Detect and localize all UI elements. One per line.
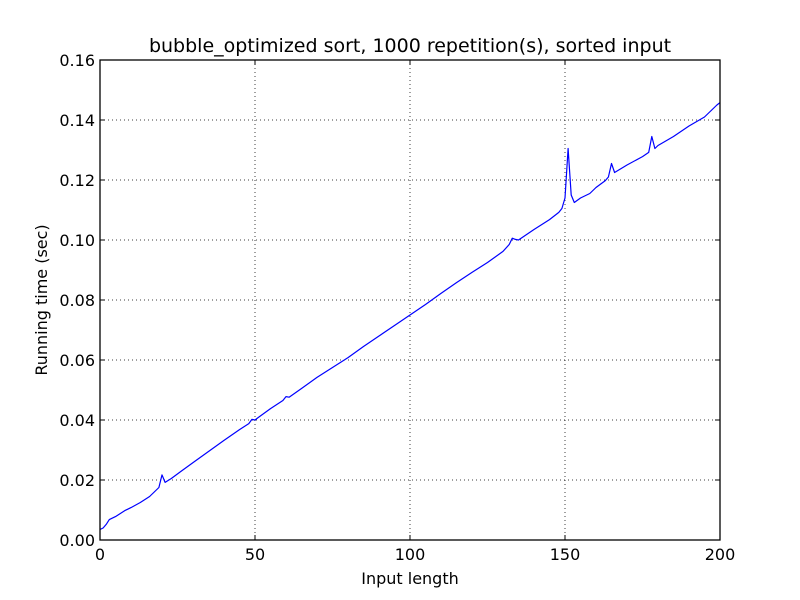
x-tick-label: 0 [95,545,105,564]
grid-lines [99,59,721,541]
y-tick-label: 0.04 [59,411,95,430]
series-group [99,102,721,531]
x-tick-labels: 0 50 100 150 200 [95,545,735,564]
y-tick-label: 0.10 [59,231,95,250]
x-tick-label: 200 [705,545,736,564]
y-tick-label: 0.08 [59,291,95,310]
x-axis-label: Input length [361,569,459,588]
y-tick-label: 0.12 [59,171,95,190]
x-tick-label: 150 [550,545,581,564]
y-tick-labels: 0.00 0.02 0.04 0.06 0.08 0.10 0.12 0.14 0.16 [59,51,95,550]
y-tick-label: 0.16 [59,51,95,70]
chart-title: bubble_optimized sort, 1000 repetition(s… [149,35,671,57]
y-axis-label: Running time (sec) [32,224,51,375]
series-line [99,102,721,531]
y-tick-label: 0.14 [59,111,95,130]
x-tick-label: 100 [395,545,426,564]
x-tick-label: 50 [245,545,265,564]
y-tick-label: 0.02 [59,471,95,490]
y-tick-label: 0.06 [59,351,95,370]
y-tick-label: 0.00 [59,531,95,550]
plot-frame [99,59,721,541]
